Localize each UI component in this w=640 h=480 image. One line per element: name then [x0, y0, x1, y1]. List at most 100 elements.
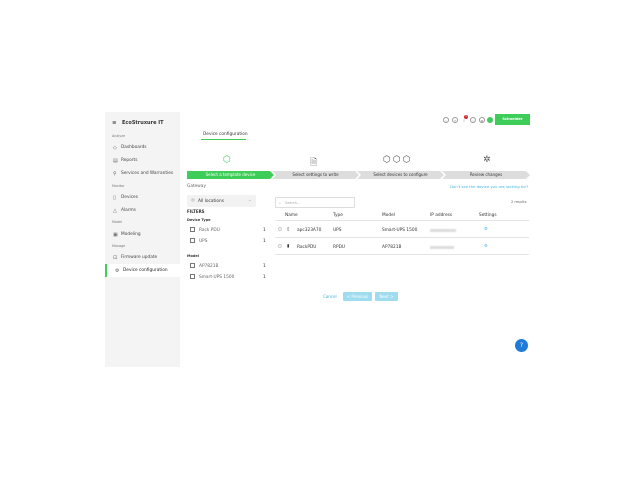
schneider-logo-button[interactable]: Schneider Electric [495, 114, 530, 132]
main [180, 112, 530, 367]
label: Reports [121, 158, 138, 163]
gear-icon: ⚙ [115, 267, 120, 274]
filter-label: Rack PDU [199, 227, 220, 233]
checkbox-ups[interactable] [190, 238, 195, 243]
document-icon: ▤ [113, 157, 118, 164]
rack-pdu-icon: ▮ [287, 244, 290, 249]
settings-icon[interactable]: ⚙ [484, 227, 488, 232]
column-ip[interactable]: IP address [430, 213, 453, 218]
filter-count: 1 [263, 227, 266, 233]
location-icon: ◎ [191, 198, 195, 203]
table-header: Name Type Model IP address Settings [275, 209, 529, 221]
table-row[interactable]: ▮ RackPDU RPDU AP7821B ⚙ [275, 238, 529, 255]
step-2: Select settings to write [272, 171, 359, 179]
cell-ip-redacted [430, 228, 456, 232]
tab-device-configuration[interactable]: Device configuration [203, 132, 248, 137]
chat-icon[interactable]: ◌ [470, 117, 476, 123]
section-manage: Manage [112, 244, 126, 248]
bell-icon: △ [113, 207, 117, 214]
checkbox-smart-ups-1500[interactable] [190, 274, 195, 279]
cancel-button[interactable]: Cancel [323, 294, 337, 299]
cell-name: apc323A70 [297, 227, 322, 233]
label: Devices [121, 195, 138, 200]
sidebar-item-dashboards[interactable]: ◇ Dashboards [105, 142, 180, 153]
cell-type: UPS [333, 227, 342, 233]
checkbox-rack-pdu[interactable] [190, 227, 195, 232]
chevron-down-icon: ⌄ [248, 198, 252, 203]
section-monitor: Monitor [112, 184, 125, 188]
column-name[interactable]: Name [285, 213, 298, 218]
notification-badge: 1 [464, 115, 468, 119]
sidebar-item-reports[interactable]: ▤ Reports [105, 155, 180, 166]
help-icon[interactable]: ? [452, 117, 458, 123]
filters-title: FILTERS [187, 209, 205, 214]
wrench-icon: ⚲ [113, 170, 117, 177]
sidebar: ≡ EcoStruxure IT Analyze ◇ Dashboards ▤ Re… [105, 112, 180, 367]
row-radio[interactable] [278, 244, 282, 248]
device-icon: ▯ [113, 194, 116, 201]
gateway-label: Gateway [187, 184, 206, 189]
label: Device configuration [123, 268, 168, 273]
firmware-icon: ⊡ [113, 254, 118, 261]
cell-name: RackPDU [297, 244, 317, 250]
cell-model: AP7821B [382, 244, 402, 250]
label: Dashboards [121, 145, 147, 150]
label: Services and Warranties [121, 171, 174, 176]
label: Firmware update [121, 255, 158, 260]
tab-underline [201, 139, 246, 140]
cube-icon: ▣ [113, 231, 118, 238]
section-analyze: Analyze [112, 134, 125, 138]
search-icon[interactable]: ⌕ [443, 117, 449, 123]
checkbox-ap7821b[interactable] [190, 263, 195, 268]
user-avatar[interactable] [487, 117, 493, 123]
filter-label: Smart-UPS 1500 [199, 274, 235, 280]
step-3: Select devices to configure [357, 171, 444, 179]
cell-type: RPDU [333, 244, 346, 250]
eye-icon: ◇ [113, 144, 117, 151]
section-model: Model [112, 220, 122, 224]
gateway-value: All locations [198, 198, 224, 204]
device-icon: ⬡ [223, 155, 231, 165]
magic-wand-icon: ✲ [483, 155, 491, 165]
previous-button[interactable]: < Previous [343, 292, 372, 301]
brand-logo: EcoStruxure IT [122, 120, 164, 126]
filter-count: 1 [263, 238, 266, 244]
devices-icon: ⬡⬡⬡ [383, 155, 413, 165]
step-1: Select a template device [187, 171, 274, 179]
sidebar-item-firmware[interactable]: ⊡ Firmware update [105, 252, 180, 263]
document-icon: 🗎 [310, 158, 318, 168]
gateway-dropdown[interactable]: ◎ All locations ⌄ [187, 195, 256, 207]
bell-icon[interactable]: △ [462, 118, 466, 122]
column-settings: Settings [479, 213, 497, 218]
table-row[interactable]: ▯ apc323A70 UPS Smart-UPS 1500 ⚙ [275, 221, 529, 238]
sidebar-item-alarms[interactable]: △ Alarms [105, 205, 180, 216]
next-button[interactable]: Next > [375, 292, 398, 301]
filter-group-model: Model [187, 254, 199, 258]
search-input[interactable]: ⌕ Search... [275, 197, 355, 208]
label: Modeling [121, 232, 141, 237]
column-model[interactable]: Model [382, 213, 395, 218]
menu-icon[interactable]: ≡ [112, 120, 117, 126]
step-4: Review changes [442, 171, 530, 179]
help-link[interactable]: Don't see the device you are looking for… [450, 184, 529, 189]
cell-model: Smart-UPS 1500 [382, 227, 418, 233]
sidebar-item-services[interactable]: ⚲ Services and Warranties [105, 168, 180, 179]
row-radio[interactable] [278, 227, 282, 231]
results-count: 2 results [511, 200, 527, 204]
sidebar-item-devices[interactable]: ▯ Devices [105, 192, 180, 203]
help-fab-button[interactable]: ? [515, 339, 528, 352]
settings-icon[interactable]: ⚙ [484, 244, 488, 249]
filter-label: AP7821B [199, 263, 219, 269]
ups-icon: ▯ [287, 227, 290, 232]
sidebar-item-device-configuration[interactable]: ⚙ Device configuration [105, 264, 180, 277]
search-placeholder: Search... [285, 201, 301, 205]
cell-ip-redacted [430, 245, 454, 249]
label: Alarms [121, 208, 136, 213]
filter-count: 1 [263, 263, 266, 269]
search-icon: ⌕ [279, 200, 281, 205]
column-type[interactable]: Type [333, 213, 343, 218]
filter-label: UPS [199, 238, 208, 244]
sidebar-item-modeling[interactable]: ▣ Modeling [105, 229, 180, 240]
settings-icon[interactable]: ⚙ [479, 117, 485, 123]
filter-count: 1 [263, 274, 266, 280]
